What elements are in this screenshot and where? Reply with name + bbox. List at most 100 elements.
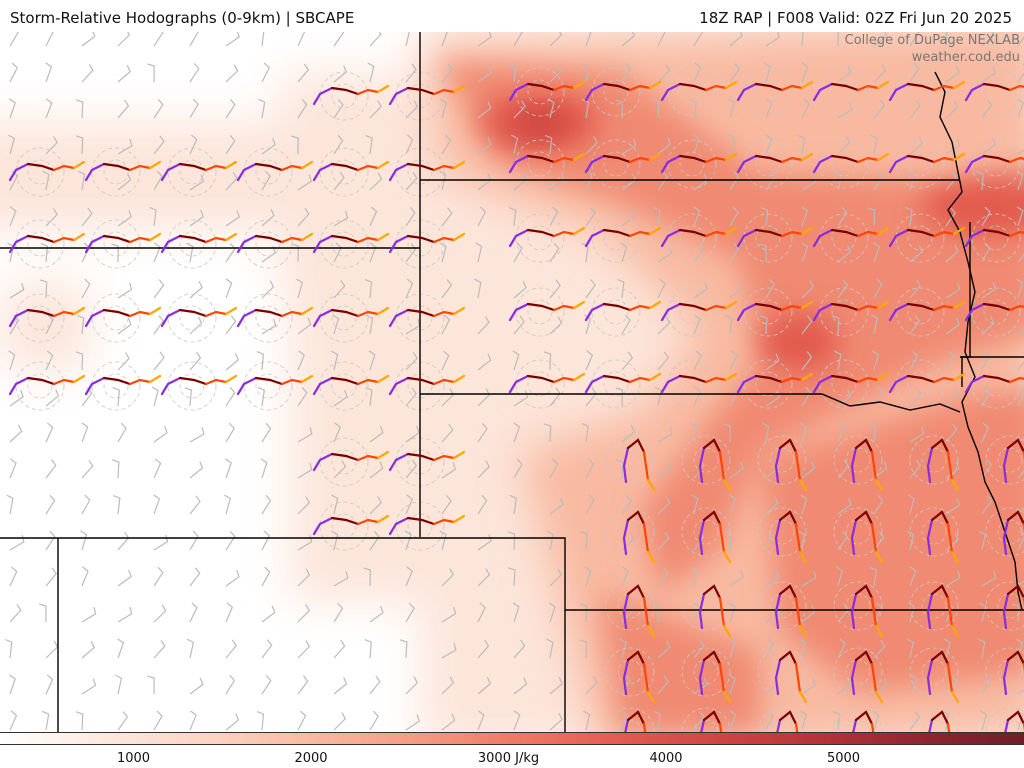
wind-barb xyxy=(801,174,817,191)
hodograph-segment xyxy=(628,304,652,312)
hodograph-segment xyxy=(778,438,798,454)
hodograph-segment xyxy=(1008,230,1024,238)
wind-barb xyxy=(981,422,990,443)
hodograph-segment xyxy=(946,596,954,628)
wind-barb xyxy=(657,531,670,551)
wind-barb xyxy=(441,134,452,155)
wind-barb xyxy=(369,710,379,731)
wind-barb xyxy=(189,495,201,515)
wind-barb xyxy=(585,458,595,479)
hodograph xyxy=(888,152,966,174)
wind-barb xyxy=(513,100,526,119)
wind-barb xyxy=(477,677,492,695)
hodograph xyxy=(622,438,656,492)
wind-barb xyxy=(763,62,771,83)
wind-barb xyxy=(332,314,340,335)
range-ring xyxy=(831,299,857,325)
hodograph-segment xyxy=(678,302,708,312)
wind-barb xyxy=(369,461,384,479)
wind-barb xyxy=(1017,530,1024,551)
range-ring xyxy=(909,507,959,557)
wind-barb xyxy=(261,605,276,623)
hodograph xyxy=(736,372,814,394)
hodograph xyxy=(736,226,814,248)
range-ring xyxy=(831,151,857,177)
hodograph xyxy=(1002,510,1024,556)
wind-barb xyxy=(441,643,457,659)
wind-barb xyxy=(979,602,987,623)
hodograph xyxy=(660,226,738,248)
hodograph-segment xyxy=(812,228,834,248)
hodograph xyxy=(964,154,1024,174)
hodograph xyxy=(774,584,808,638)
wind-barb xyxy=(765,134,773,155)
wind-barb xyxy=(585,494,595,515)
hodograph xyxy=(508,226,586,248)
hodograph-segment xyxy=(1006,584,1024,600)
hodograph xyxy=(660,300,738,322)
wind-barb xyxy=(581,422,589,443)
wind-barb xyxy=(475,242,483,263)
hodograph xyxy=(388,450,466,472)
wind-barb xyxy=(333,712,347,731)
hodograph-segment xyxy=(982,228,1012,238)
range-ring xyxy=(27,373,53,399)
wind-barb xyxy=(724,531,733,551)
wind-barb xyxy=(621,351,634,371)
hodograph-segment xyxy=(648,226,662,236)
hodograph-segment xyxy=(626,438,646,454)
range-ring xyxy=(15,293,65,343)
hodograph-segment xyxy=(794,722,799,732)
wind-barb xyxy=(693,62,702,83)
wind-barb xyxy=(801,570,817,587)
hodograph-segment xyxy=(432,310,456,318)
wind-barb xyxy=(405,387,417,407)
hodograph xyxy=(388,374,466,396)
wind-barb xyxy=(297,675,309,695)
hodograph-segment xyxy=(376,306,390,316)
hodograph-segment xyxy=(406,162,436,172)
hodograph-segment xyxy=(930,650,950,666)
wind-barb xyxy=(1016,206,1024,227)
wind-barb xyxy=(441,713,456,731)
hodograph-segment xyxy=(236,162,258,182)
wind-barb xyxy=(474,278,482,299)
wind-barb xyxy=(549,568,563,587)
wind-barb xyxy=(81,641,95,659)
hodograph xyxy=(926,650,960,704)
wind-barb xyxy=(797,530,805,551)
hodograph-segment xyxy=(736,82,758,102)
hodograph-segment xyxy=(660,82,682,102)
hodograph xyxy=(84,306,162,328)
wind-barb xyxy=(223,494,232,515)
hodograph xyxy=(312,232,390,254)
wind-barb xyxy=(225,353,240,371)
hodograph-segment xyxy=(780,230,804,238)
hodograph-segment xyxy=(876,80,890,90)
wind-barb xyxy=(9,710,18,731)
hodograph-segment xyxy=(356,310,380,318)
hodograph-map[interactable] xyxy=(0,32,1024,732)
colorbar-tick-label: 3000 J/kg xyxy=(477,751,540,766)
hodograph-segment xyxy=(204,310,228,318)
hodograph-segment xyxy=(888,82,910,102)
wind-barb xyxy=(45,314,54,335)
wind-barb xyxy=(619,638,627,659)
wind-barb xyxy=(477,101,492,119)
range-ring xyxy=(845,659,871,685)
wind-barb xyxy=(837,65,852,83)
wind-barb xyxy=(693,281,708,299)
range-ring xyxy=(983,371,1009,397)
range-ring xyxy=(907,151,933,177)
wind-barb xyxy=(549,175,565,191)
hodograph xyxy=(312,450,390,472)
wind-barb xyxy=(765,569,780,587)
hodograph-segment xyxy=(376,160,390,170)
range-ring xyxy=(15,219,65,269)
wind-barb xyxy=(333,422,341,443)
hodograph xyxy=(850,584,884,638)
hodograph-segment xyxy=(718,662,726,694)
hodograph-segment xyxy=(526,302,556,312)
hodograph-segment xyxy=(794,450,802,482)
wind-barb xyxy=(837,206,848,227)
